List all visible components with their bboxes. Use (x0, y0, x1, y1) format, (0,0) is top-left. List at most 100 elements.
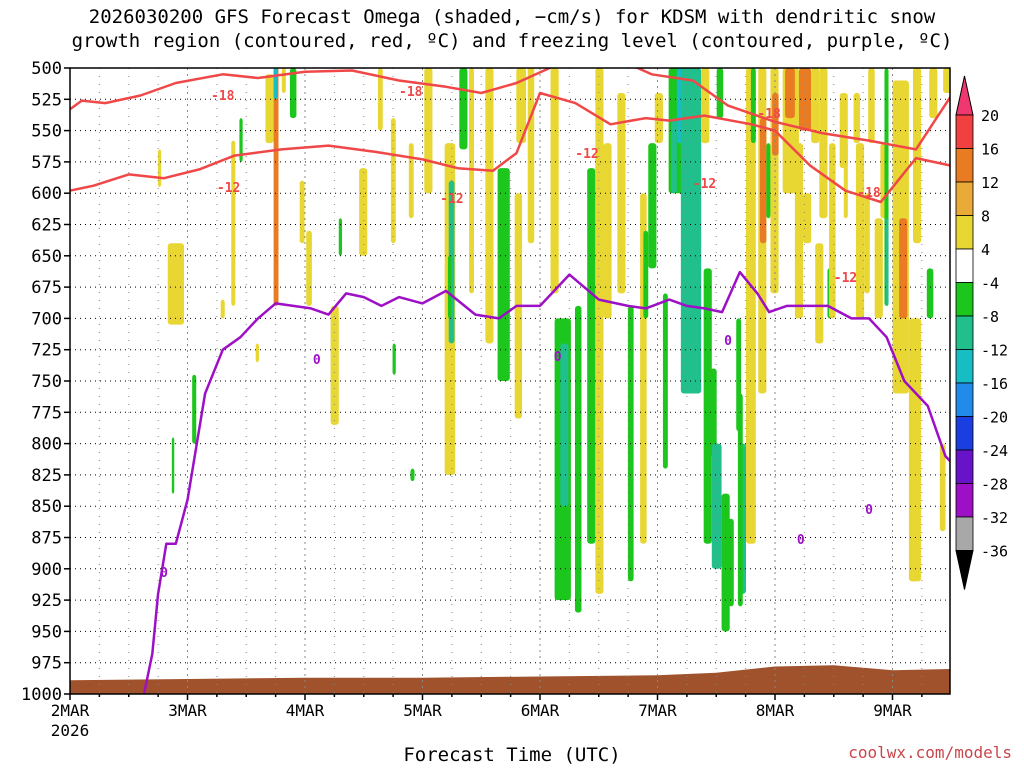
omega-cell (447, 255, 452, 319)
colorbar-label: -24 (981, 442, 1008, 460)
omega-cell (289, 68, 297, 119)
colorbar-top-arrow (955, 75, 974, 116)
contour-freezing (142, 270, 950, 694)
omega-cell (912, 68, 922, 244)
x-tick-label: 4MAR (286, 701, 325, 720)
colorbar-cell (955, 516, 974, 551)
colorbar-cell (955, 114, 974, 149)
omega-cell (617, 93, 626, 294)
colorbar-label: -4 (981, 275, 999, 293)
omega-cell (392, 343, 396, 375)
omega-cell (231, 140, 236, 306)
colorbar-label: -8 (981, 308, 999, 326)
colorbar-label: 4 (981, 241, 990, 259)
colorbar-cell (955, 382, 974, 417)
y-tick-label: 500 (31, 59, 62, 79)
contour-label: -18 (211, 89, 235, 104)
omega-cell (803, 193, 812, 244)
y-tick-label: 525 (31, 90, 62, 110)
omega-cell (711, 443, 722, 569)
omega-cell (926, 268, 934, 319)
credit-link[interactable]: coolwx.com/models (848, 743, 1012, 762)
x-tick-label: 8MAR (756, 701, 795, 720)
omega-cell (243, 62, 246, 68)
colorbar-label: 20 (981, 107, 999, 125)
y-tick-label: 800 (31, 435, 62, 455)
x-tick-label: 2MAR (51, 701, 90, 720)
x-tick-label: 7MAR (638, 701, 677, 720)
omega-cell (239, 118, 243, 162)
omega-cell (750, 68, 756, 144)
omega-cell (330, 305, 339, 425)
y-axis: 500 525 550 575 600 625 650 675 700 725 750 775 800 8… (21, 59, 70, 705)
colorbar-cell (955, 181, 974, 216)
omega-cell (815, 243, 824, 344)
omega-cell (943, 68, 950, 94)
omega-cell (794, 143, 804, 319)
colorbar-cell (955, 148, 974, 183)
y-tick-label: 675 (31, 278, 62, 298)
omega-cell (410, 468, 415, 482)
omega-cell (273, 68, 279, 306)
colorbar-label: -28 (981, 476, 1008, 494)
contour-minus18 (70, 68, 950, 151)
contour-label: -12 (834, 271, 857, 286)
omega-cell (908, 318, 922, 582)
omega-cell (485, 68, 494, 344)
omega-cell (281, 68, 286, 94)
omega-cell (157, 149, 162, 187)
omega-cell (772, 93, 779, 156)
x-tick-label: 5MAR (403, 701, 442, 720)
colorbar-cell (955, 282, 974, 317)
x-tick-label: 9MAR (873, 701, 912, 720)
omega-cell (728, 518, 734, 607)
omega-cell (192, 374, 197, 444)
y-tick-label: 650 (31, 247, 62, 267)
contour-label: 0 (554, 350, 562, 365)
omega-cell (167, 243, 185, 325)
contour-label: -18 (399, 85, 423, 100)
omega-cell (737, 393, 743, 607)
omega-cell (171, 437, 175, 494)
omega-cell (899, 218, 908, 319)
colorbar-bottom-arrow (955, 550, 974, 590)
omega-cell (701, 68, 710, 144)
omega-cell (527, 68, 535, 244)
contour-layer (70, 68, 950, 694)
contour-label: -12 (575, 147, 598, 162)
contour-label: 0 (160, 566, 168, 581)
colorbar-label: -36 (981, 543, 1008, 561)
contour-label: 0 (313, 353, 321, 368)
y-tick-label: 875 (31, 529, 62, 549)
gridlines (70, 67, 950, 695)
colorbar-label: -32 (981, 509, 1008, 527)
y-tick-label: 900 (31, 560, 62, 580)
y-tick-label: 625 (31, 216, 62, 236)
contour-label: 0 (797, 533, 805, 548)
x-year-label: 2026 (51, 721, 90, 740)
y-tick-label: 575 (31, 153, 62, 173)
ground-surface (70, 665, 950, 694)
omega-shading-layer (157, 62, 950, 632)
omega-cell (273, 68, 278, 100)
omega-cell (469, 68, 474, 294)
colorbar-label: -12 (981, 342, 1008, 360)
ground-surface-layer (70, 665, 950, 694)
contour-label: -18 (757, 107, 781, 122)
omega-cell (759, 118, 767, 244)
colorbar-cell (955, 248, 974, 283)
contour-label: -18 (857, 186, 881, 201)
y-tick-label: 725 (31, 341, 62, 361)
colorbar-label: -20 (981, 409, 1008, 427)
omega-cell (671, 118, 677, 194)
y-tick-label: 750 (31, 372, 62, 392)
y-tick-label: 950 (31, 622, 62, 642)
omega-cell (864, 193, 870, 294)
omega-cell (746, 68, 756, 544)
chart-title-line2: growth region (contoured, red, ºC) and f… (71, 30, 953, 52)
colorbar-label: 16 (981, 141, 999, 159)
colorbar-cell (955, 416, 974, 451)
colorbar-cell (955, 215, 974, 250)
contour-label: 0 (865, 503, 873, 518)
omega-cell (574, 305, 582, 613)
